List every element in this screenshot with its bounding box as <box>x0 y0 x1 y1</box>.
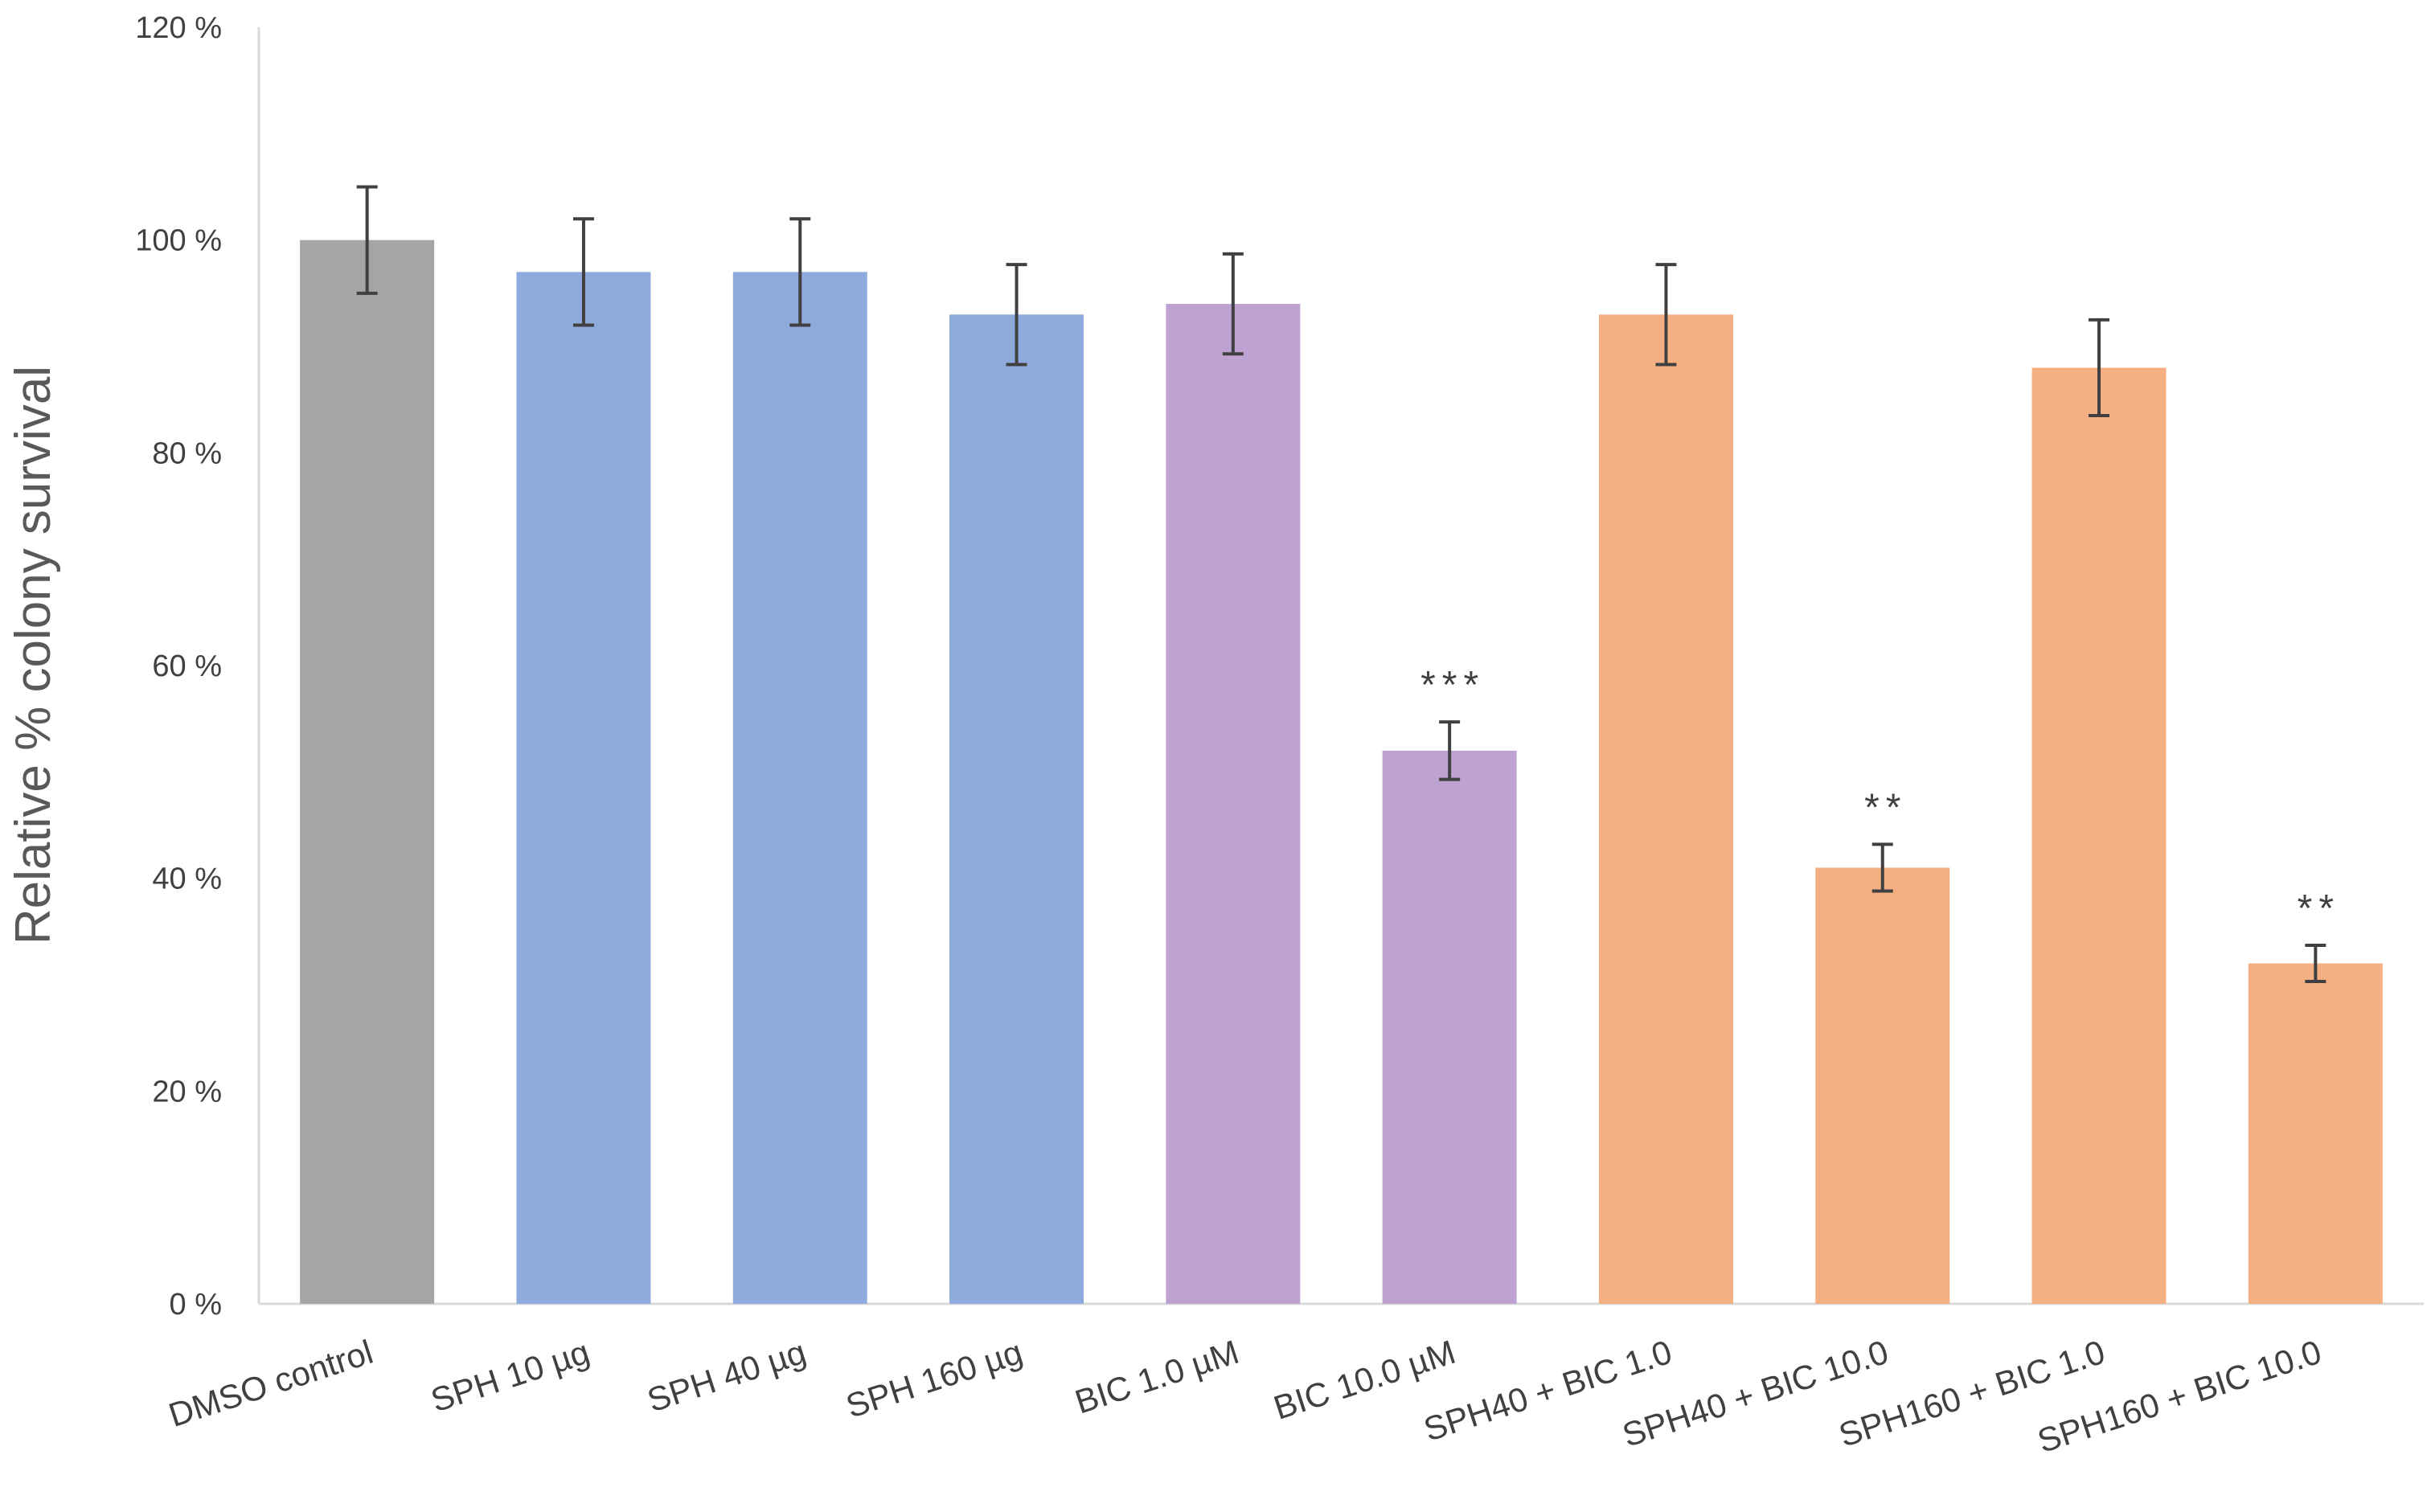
y-axis-label: Relative % colony survival <box>6 366 61 944</box>
significance-marker: *** <box>1420 664 1485 707</box>
y-tick-label: 100 % <box>135 224 222 258</box>
bar <box>732 272 867 1304</box>
x-tick-label: SPH 10 µg <box>426 1333 594 1420</box>
bar <box>1598 314 1733 1304</box>
bar <box>2248 963 2383 1304</box>
y-tick-label: 20 % <box>152 1075 222 1108</box>
x-tick-label: SPH 160 µg <box>842 1333 1027 1425</box>
y-tick-label: 60 % <box>152 649 222 683</box>
x-tick-label: BIC 1.0 µM <box>1070 1333 1243 1421</box>
y-tick-label: 0 % <box>170 1288 222 1321</box>
y-tick-label: 120 % <box>135 11 222 45</box>
bar <box>300 240 435 1305</box>
significance-marker: ** <box>2298 887 2340 930</box>
bar <box>2031 367 2167 1304</box>
bar <box>516 272 651 1304</box>
bar <box>949 314 1084 1304</box>
bars <box>300 240 2383 1305</box>
x-tick-label: DMSO control <box>164 1333 377 1434</box>
y-tick-label: 40 % <box>152 863 222 896</box>
bar <box>1815 867 1950 1304</box>
y-tick-label: 80 % <box>152 436 222 470</box>
bar <box>1382 750 1517 1304</box>
bar <box>1166 304 1301 1305</box>
x-tick-label: SPH 40 µg <box>643 1333 811 1420</box>
error-bars <box>356 185 2326 984</box>
significance-marker: ** <box>1864 786 1907 829</box>
